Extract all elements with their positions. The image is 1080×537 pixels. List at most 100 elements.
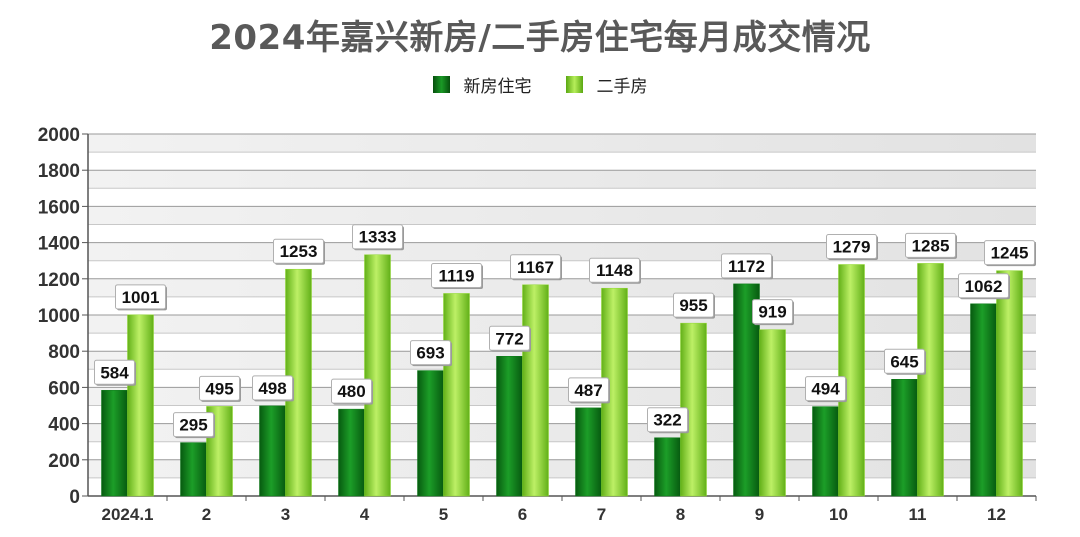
bar-second-hand: [443, 293, 470, 497]
bar-new-house: [654, 437, 681, 497]
bar-second-hand: [127, 314, 154, 497]
data-label-value: 1001: [122, 288, 160, 307]
data-label-value: 480: [337, 382, 365, 401]
bar-new-house: [812, 406, 839, 497]
data-label: 1167: [510, 254, 562, 281]
grid-band: [88, 387, 1036, 406]
data-label-value: 295: [179, 416, 207, 435]
data-label-value: 498: [258, 379, 286, 398]
y-tick-label: 1200: [38, 270, 80, 291]
data-label: 295: [173, 412, 215, 439]
data-label-box: [673, 292, 714, 318]
bar-second-hand: [996, 270, 1023, 497]
data-label-value: 1279: [833, 238, 871, 257]
data-label-value: 772: [495, 329, 523, 348]
x-tick-label: 2024.1: [102, 505, 154, 524]
grid-band: [88, 315, 1036, 334]
data-label-box: [199, 375, 240, 401]
y-tick-label: 1000: [38, 306, 80, 327]
grid-band: [88, 206, 1036, 225]
data-label-box: [826, 234, 877, 260]
data-label-box: [489, 325, 530, 351]
data-label-value: 494: [811, 380, 840, 399]
data-label-value: 495: [205, 379, 233, 398]
y-tick-label: 0: [69, 487, 80, 508]
data-label: 584: [94, 359, 136, 386]
data-label-box: [905, 232, 956, 258]
x-tick-label: 3: [281, 505, 290, 524]
data-label: 645: [884, 348, 926, 375]
data-label-box: [721, 253, 772, 279]
legend-label-new-house: 新房住宅: [463, 77, 532, 97]
grid-band: [88, 423, 1036, 442]
x-tick-label: 7: [597, 505, 606, 524]
data-label-value: 1062: [965, 277, 1003, 296]
legend-swatch-second-hand: [565, 76, 583, 93]
bar-new-house: [259, 405, 286, 497]
data-label-value: 919: [758, 303, 786, 322]
data-label: 1285: [905, 232, 957, 259]
grid-band: [88, 278, 1036, 297]
data-label: 480: [331, 378, 373, 405]
data-label: 1148: [589, 257, 641, 284]
data-label-box: [352, 224, 403, 250]
x-tick-label: 6: [518, 505, 527, 524]
data-label: 1333: [352, 224, 404, 251]
grid-band: [88, 134, 1036, 153]
grid-band: [88, 351, 1036, 370]
x-tick-label: 2: [202, 505, 211, 524]
bar-new-house: [970, 303, 997, 497]
data-label-value: 693: [416, 344, 444, 363]
data-label-box: [431, 262, 482, 288]
bar-new-house: [417, 370, 444, 497]
data-label-box: [568, 377, 609, 403]
y-tick-label: 2000: [38, 125, 80, 146]
data-label: 322: [647, 407, 689, 434]
data-label: 1253: [273, 238, 325, 265]
data-label-box: [884, 348, 925, 374]
bar-new-house: [338, 408, 365, 497]
data-label-value: 322: [653, 411, 681, 430]
data-label: 919: [752, 299, 794, 326]
grid-band: [88, 459, 1036, 478]
bar-second-hand: [759, 329, 786, 497]
data-label-value: 1333: [359, 228, 397, 247]
bar-second-hand: [917, 263, 944, 497]
data-label: 1062: [958, 273, 1010, 300]
data-label: 487: [568, 377, 610, 404]
legend-label-second-hand: 二手房: [596, 77, 648, 97]
x-tick-label: 9: [755, 505, 764, 524]
y-tick-label: 600: [48, 378, 80, 399]
data-label-value: 955: [679, 296, 707, 315]
data-label: 1172: [721, 253, 773, 280]
y-tick-label: 200: [48, 451, 80, 472]
grid-band: [88, 242, 1036, 261]
data-label: 495: [199, 375, 241, 402]
bar-new-house: [575, 407, 602, 497]
data-label-box: [331, 378, 372, 404]
data-label-box: [94, 359, 135, 385]
data-label-box: [647, 407, 688, 433]
data-label-value: 1148: [596, 261, 633, 280]
data-label-box: [173, 412, 214, 438]
data-label-value: 1245: [991, 244, 1029, 263]
data-label-value: 1172: [728, 257, 765, 276]
data-label-box: [252, 375, 293, 401]
data-label-box: [752, 299, 793, 325]
data-label: 955: [673, 292, 715, 319]
bar-new-house: [101, 390, 128, 497]
data-label-box: [410, 340, 451, 366]
x-tick-label: 8: [676, 505, 685, 524]
data-label: 772: [489, 325, 531, 352]
data-label-value: 1285: [912, 236, 950, 255]
x-tick-label: 4: [360, 505, 370, 524]
data-label-box: [958, 273, 1009, 299]
x-tick-label: 5: [439, 505, 448, 524]
x-tick-label: 11: [909, 505, 927, 524]
y-tick-label: 1600: [38, 197, 80, 218]
data-label-value: 1119: [439, 266, 475, 285]
y-tick-label: 400: [48, 415, 80, 436]
bar-new-house: [180, 442, 207, 497]
bar-second-hand: [522, 284, 549, 497]
